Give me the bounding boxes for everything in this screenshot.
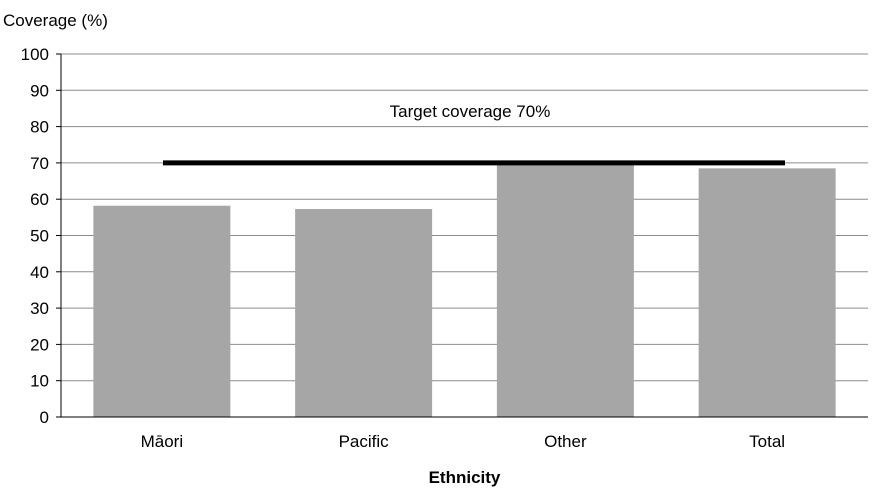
x-tick-label: Māori — [141, 432, 184, 451]
y-tick-label: 20 — [30, 335, 49, 354]
y-axis-label: Coverage (%) — [3, 11, 108, 30]
y-tick-labels: 0 10 20 30 40 50 60 70 80 90 100 — [21, 45, 49, 427]
y-tick-label: 90 — [30, 81, 49, 100]
bar — [496, 163, 634, 417]
bar — [698, 168, 836, 417]
axes — [56, 53, 868, 418]
y-tick-label: 100 — [21, 45, 49, 64]
y-tick-label: 80 — [30, 118, 49, 137]
bars — [93, 163, 836, 417]
bar — [295, 209, 433, 417]
y-tick-label: 70 — [30, 154, 49, 173]
x-tick-label: Total — [749, 432, 785, 451]
y-tick-label: 40 — [30, 263, 49, 282]
x-axis-label: Ethnicity — [429, 468, 501, 487]
bar — [93, 205, 231, 417]
x-tick-label: Other — [544, 432, 587, 451]
x-tick-label: Pacific — [339, 432, 390, 451]
y-tick-label: 30 — [30, 299, 49, 318]
y-tick-label: 10 — [30, 372, 49, 391]
x-tick-labels: Māori Pacific Other Total — [141, 432, 785, 451]
y-tick-label: 0 — [40, 408, 49, 427]
y-tick-label: 60 — [30, 190, 49, 209]
y-tick-label: 50 — [30, 227, 49, 246]
target-label: Target coverage 70% — [390, 102, 551, 121]
